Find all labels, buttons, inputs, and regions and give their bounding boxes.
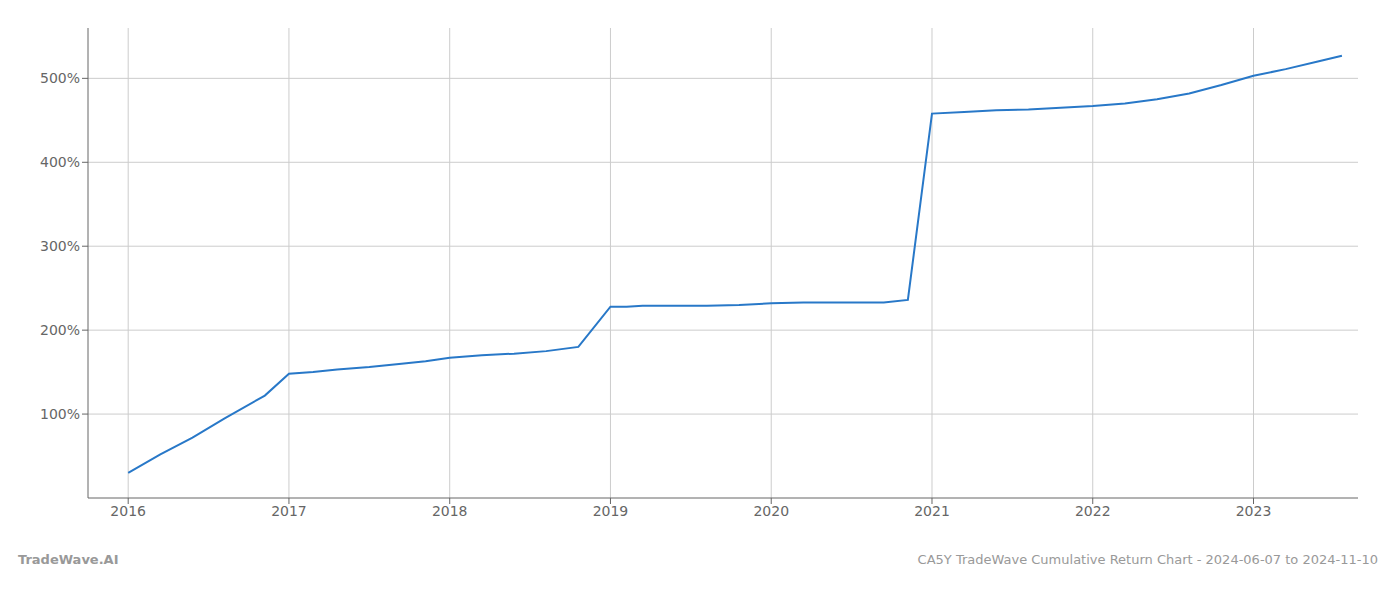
svg-text:300%: 300% xyxy=(40,238,80,254)
svg-text:200%: 200% xyxy=(40,322,80,338)
svg-text:500%: 500% xyxy=(40,70,80,86)
html-text:CA5Y TradeWave Cumulative Retu: CA5Y TradeWave Cumulative Return Chart -… xyxy=(917,552,1378,567)
svg-text:2016: 2016 xyxy=(110,503,146,519)
svg-text:2021: 2021 xyxy=(914,503,950,519)
svg-text:100%: 100% xyxy=(40,406,80,422)
svg-text:2023: 2023 xyxy=(1236,503,1272,519)
svg-text:400%: 400% xyxy=(40,154,80,170)
svg-text:2018: 2018 xyxy=(432,503,468,519)
svg-text:2022: 2022 xyxy=(1075,503,1111,519)
html-text:TradeWave.AI: TradeWave.AI xyxy=(18,552,119,567)
svg-text:2019: 2019 xyxy=(593,503,629,519)
svg-text:2020: 2020 xyxy=(753,503,789,519)
svg-text:2017: 2017 xyxy=(271,503,307,519)
